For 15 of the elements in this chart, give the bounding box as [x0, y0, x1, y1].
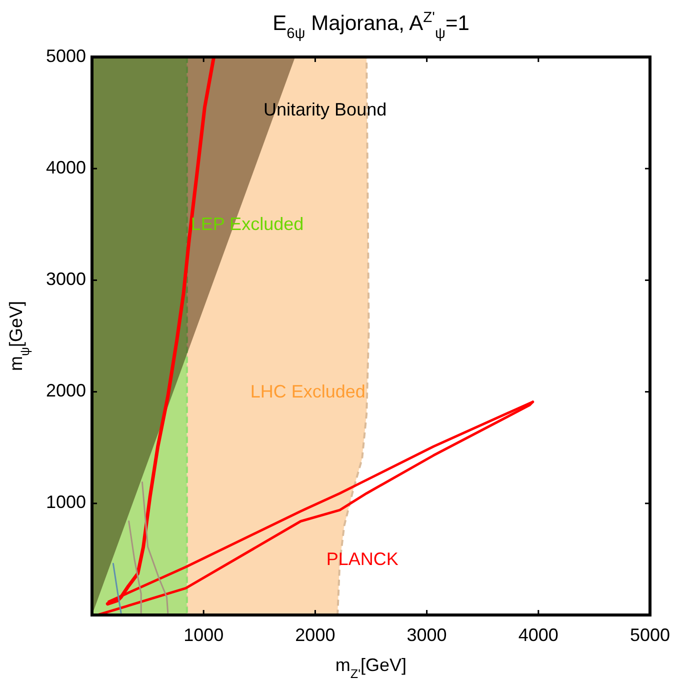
chart-title: E$_{6ψ}$ Majorana, A$^{Z'}$$_{ψ}$=1 — [272, 10, 470, 42]
x-tick-label: 1000 — [184, 625, 224, 645]
series-label: Unitarity Bound — [264, 99, 387, 120]
x-tick-label: 2000 — [295, 625, 336, 645]
y-tick-label: 3000 — [46, 268, 86, 289]
text: PLANCK — [326, 549, 398, 570]
x-tick-label: 5000 — [630, 625, 670, 645]
series-label: LHC Excluded — [250, 382, 366, 402]
x-axis-title: m$_{Z'}$[GeV] — [335, 655, 407, 681]
y-tick-label: 2000 — [46, 380, 86, 401]
x-tick-label: 4000 — [518, 625, 558, 645]
x-tick-label: 3000 — [406, 625, 447, 645]
y-tick-label: 1000 — [46, 492, 86, 512]
y-tick-label: 4000 — [46, 157, 86, 178]
y-tick-label: 5000 — [46, 46, 86, 66]
